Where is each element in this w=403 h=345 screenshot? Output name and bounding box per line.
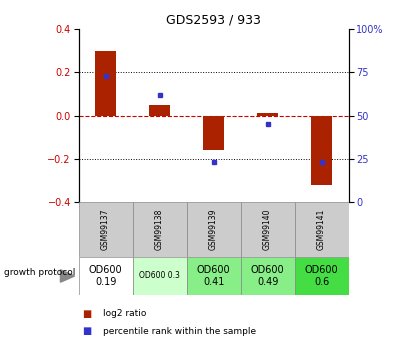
Text: OD600 0.3: OD600 0.3: [139, 272, 180, 280]
Bar: [187, 202, 241, 257]
Bar: [295, 202, 349, 257]
Text: GSM99138: GSM99138: [155, 209, 164, 250]
Text: ■: ■: [83, 309, 92, 319]
Bar: [79, 257, 133, 295]
Bar: [187, 257, 241, 295]
Text: ■: ■: [83, 326, 92, 336]
Bar: [311, 116, 332, 185]
Bar: [203, 116, 224, 150]
Text: OD600
0.6: OD600 0.6: [305, 265, 339, 287]
Bar: [79, 202, 133, 257]
Text: OD600
0.49: OD600 0.49: [251, 265, 285, 287]
Bar: [95, 51, 116, 116]
Text: growth protocol: growth protocol: [4, 268, 75, 277]
Bar: [133, 202, 187, 257]
Text: GSM99141: GSM99141: [317, 209, 326, 250]
Text: GSM99139: GSM99139: [209, 209, 218, 250]
Polygon shape: [60, 270, 75, 282]
Bar: [295, 257, 349, 295]
Text: GSM99137: GSM99137: [101, 209, 110, 250]
Text: OD600
0.41: OD600 0.41: [197, 265, 231, 287]
Bar: [241, 202, 295, 257]
Title: GDS2593 / 933: GDS2593 / 933: [166, 14, 261, 27]
Text: log2 ratio: log2 ratio: [103, 309, 146, 318]
Bar: [133, 257, 187, 295]
Text: GSM99140: GSM99140: [263, 209, 272, 250]
Bar: [149, 105, 170, 116]
Bar: [257, 114, 278, 116]
Text: OD600
0.19: OD600 0.19: [89, 265, 123, 287]
Text: percentile rank within the sample: percentile rank within the sample: [103, 327, 256, 336]
Bar: [241, 257, 295, 295]
